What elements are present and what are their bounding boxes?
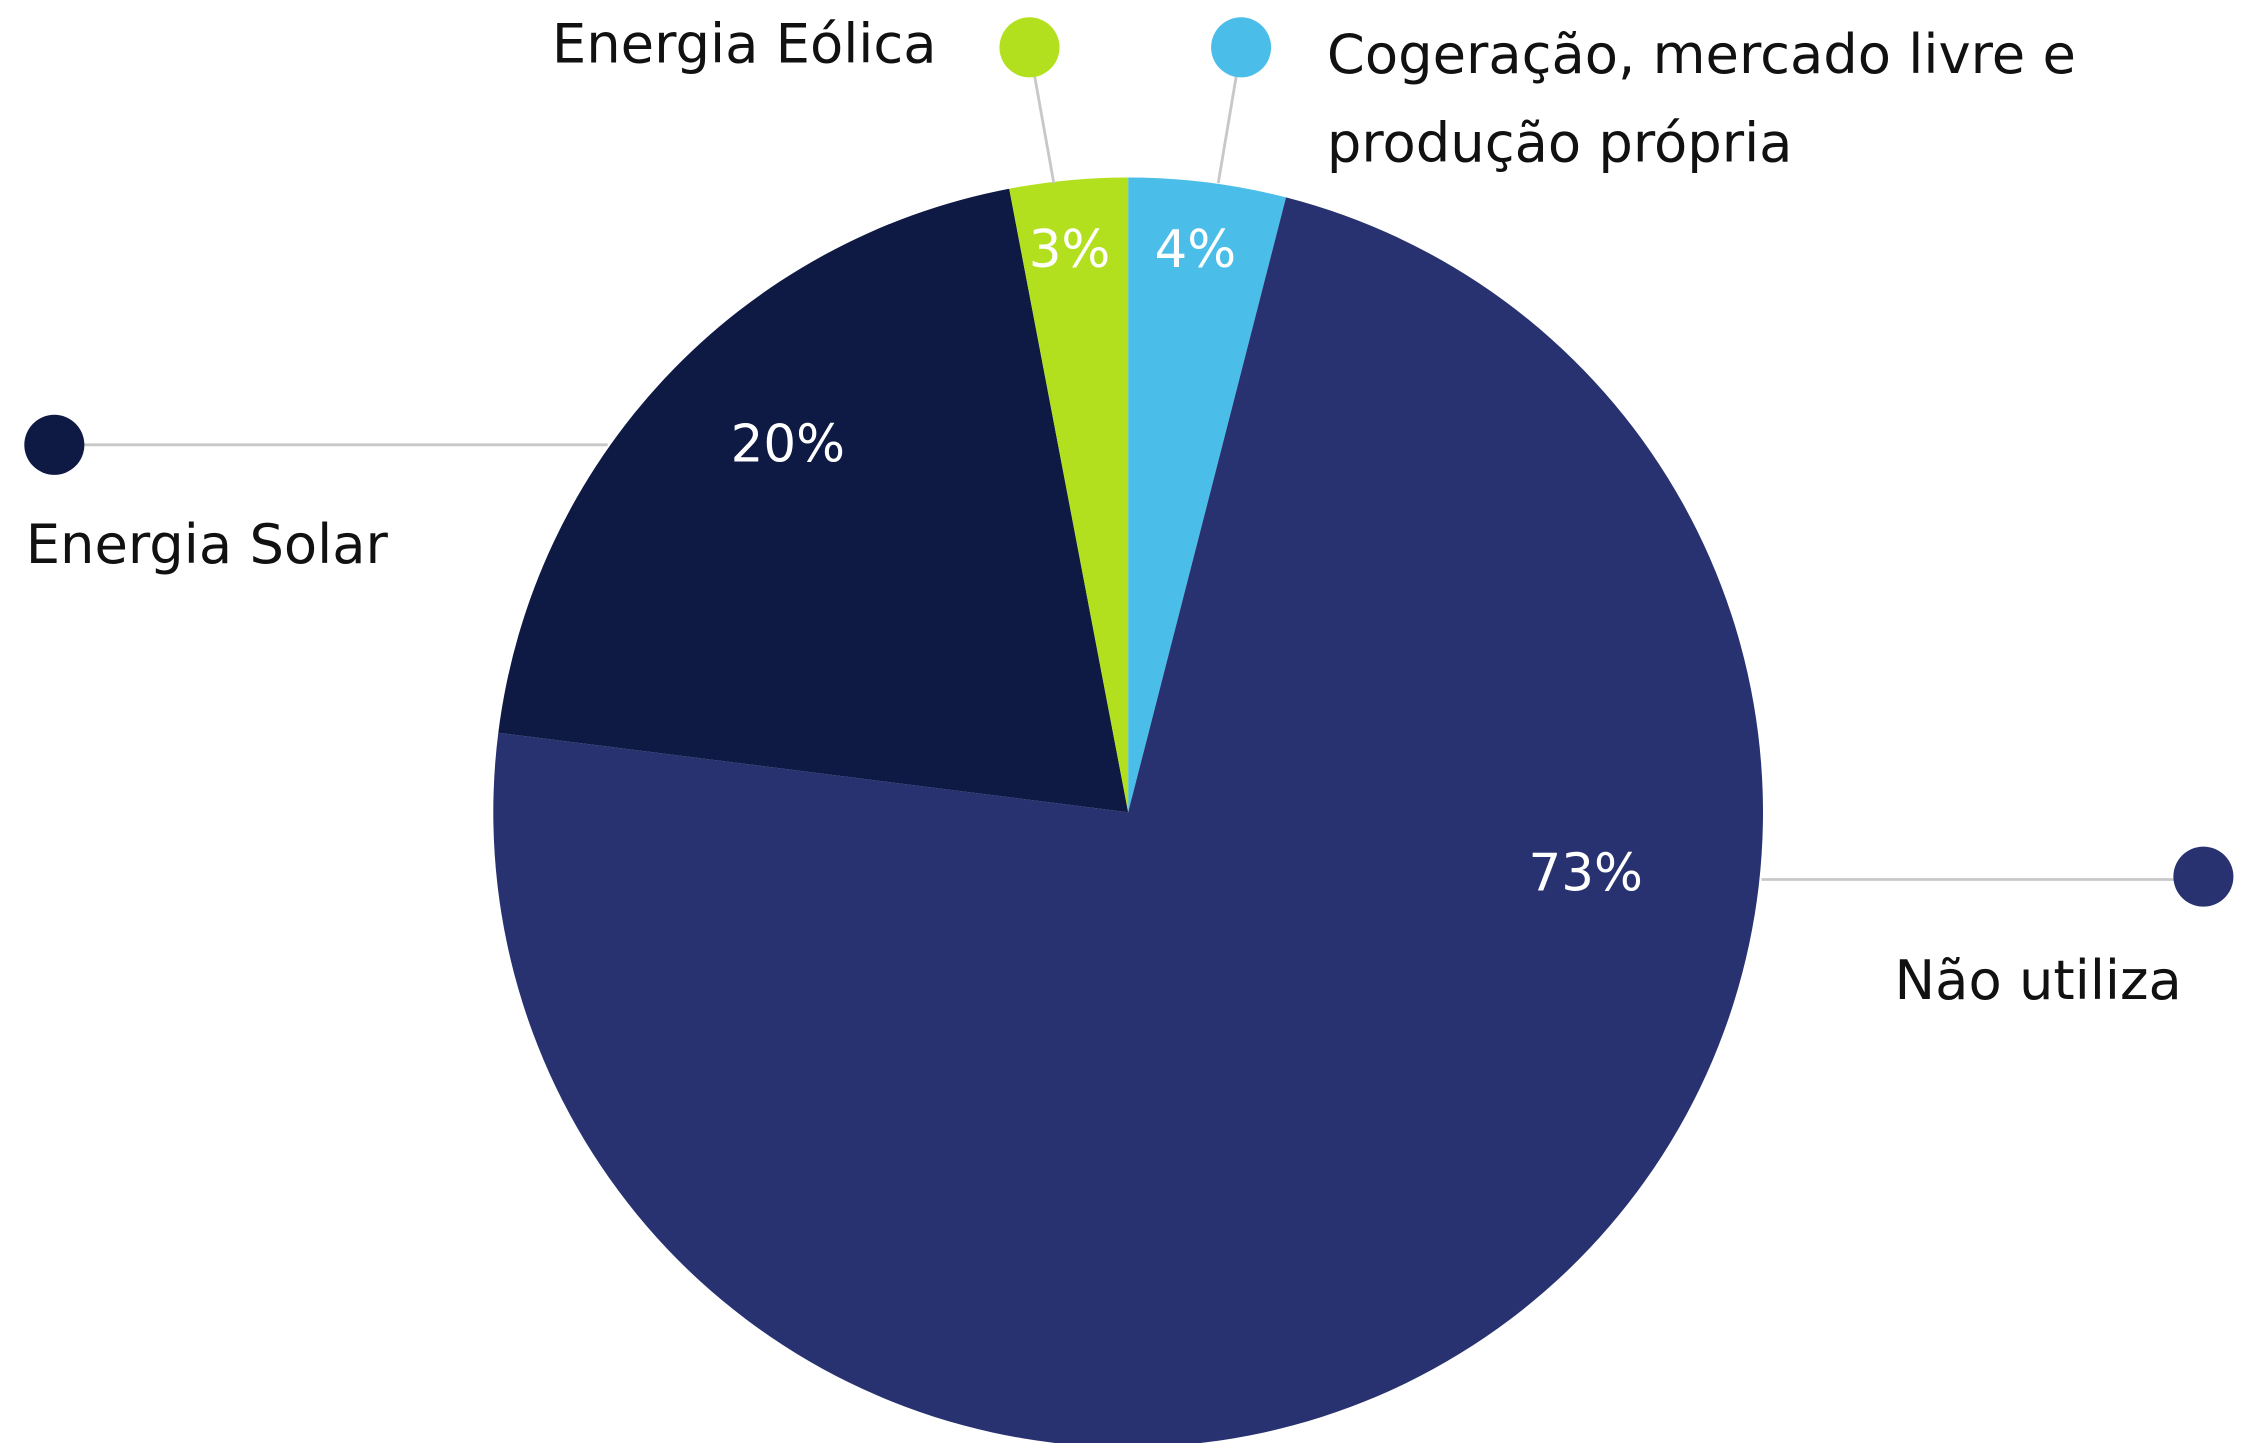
legend-marker (2173, 846, 2234, 907)
value-label: 4% (1155, 220, 1237, 280)
pie-slice (493, 197, 1764, 1443)
value-label: 3% (1029, 220, 1111, 280)
legend-marker (999, 17, 1060, 78)
legend-marker (24, 414, 85, 475)
value-label: 20% (731, 415, 845, 475)
pie-slice (1128, 177, 1287, 813)
pie-slice (1009, 177, 1129, 813)
legend-label: Energia Solar (26, 513, 389, 576)
legend-label: Cogeração, mercado livre e produção próp… (1326, 23, 2076, 175)
legend-label-box: Cogeração, mercado livre e produção próp… (1326, 23, 2076, 175)
legend-label: Energia Eólica (552, 12, 937, 75)
legend-label: Não utiliza (1895, 949, 2182, 1012)
legend-marker (1211, 17, 1272, 78)
pie-slice (498, 188, 1129, 813)
value-label: 73% (1528, 844, 1642, 904)
